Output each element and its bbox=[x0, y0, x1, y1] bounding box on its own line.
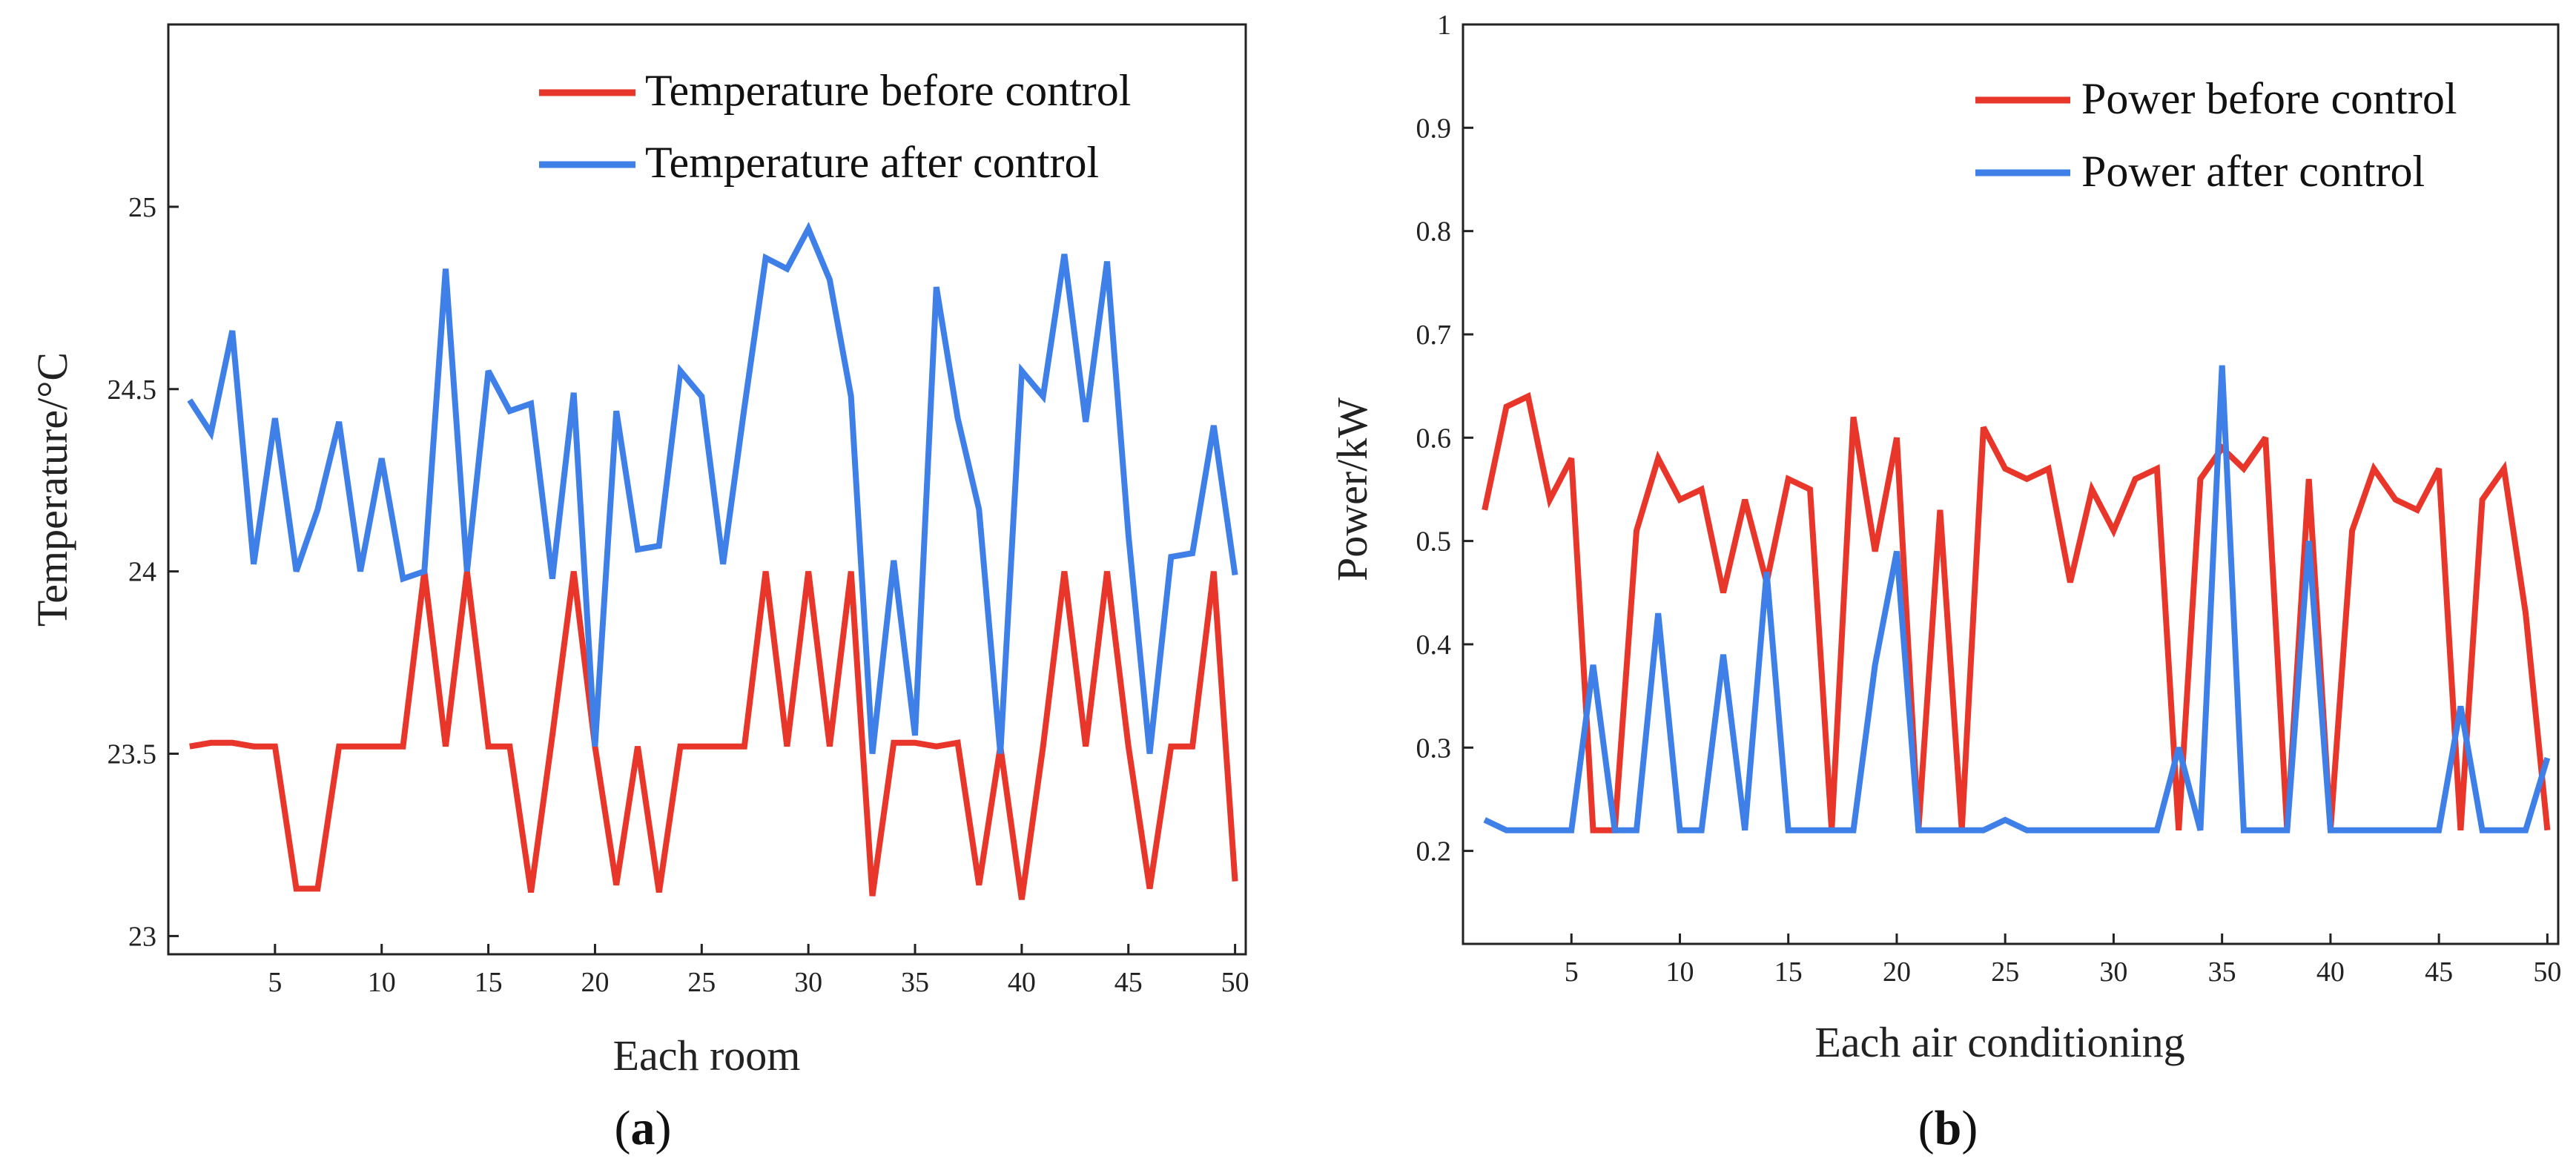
x-tick-label-b: 35 bbox=[2208, 956, 2236, 988]
x-tick-label-a: 35 bbox=[901, 967, 929, 998]
panel-label-a-open: ( bbox=[615, 1101, 631, 1155]
x-tick-label-b: 20 bbox=[1883, 956, 1911, 988]
legend-label-power-after: Power after control bbox=[2081, 147, 2425, 196]
legend-a: Temperature before control Temperature a… bbox=[539, 66, 1131, 187]
series-lines-a bbox=[187, 222, 1238, 900]
y-tick-label-b: 0.4 bbox=[1416, 630, 1452, 661]
y-tick-label-b: 0.3 bbox=[1416, 733, 1452, 764]
chart-panel-a: 5 10 15 20 25 30 35 40 45 50 23 23.5 24 24.5 25 Tempe… bbox=[28, 23, 1249, 1155]
legend-label-temp-after: Temperature after control bbox=[645, 138, 1099, 187]
plot-area-a bbox=[167, 23, 1247, 956]
y-tick-label-b: 0.7 bbox=[1416, 320, 1452, 351]
panel-label-a-close: ) bbox=[655, 1101, 672, 1155]
x-tick-label-a: 20 bbox=[581, 967, 609, 998]
x-tick-label-a: 30 bbox=[794, 967, 822, 998]
x-tick-label-b: 30 bbox=[2099, 956, 2127, 988]
y-axis-label-a: Temperature/°C bbox=[28, 352, 76, 627]
series-line-a-before bbox=[189, 571, 1238, 900]
legend-label-power-before: Power before control bbox=[2081, 74, 2457, 123]
series-lines-b bbox=[1482, 365, 2551, 833]
x-tick-label-b: 50 bbox=[2533, 956, 2561, 988]
x-tick-label-a: 25 bbox=[687, 967, 716, 998]
y-axis-label-b: Power/kW bbox=[1328, 397, 1376, 581]
y-tick-label-b: 0.8 bbox=[1416, 217, 1452, 248]
x-tick-label-b: 40 bbox=[2316, 956, 2345, 988]
x-axis-label-b: Each air conditioning bbox=[1814, 1018, 2184, 1066]
x-tick-label-b: 45 bbox=[2425, 956, 2453, 988]
panel-label-b-close: ) bbox=[1961, 1101, 1978, 1155]
x-ticks-b: 5 10 15 20 25 30 35 40 45 50 bbox=[1565, 934, 2561, 988]
series-line-b-before bbox=[1482, 391, 2551, 833]
panel-label-a: (a) bbox=[615, 1101, 672, 1155]
y-ticks-b: 0.2 0.3 0.4 0.5 0.6 0.7 0.8 0.9 1 bbox=[1416, 10, 1473, 868]
y-tick-label-a: 25 bbox=[128, 192, 156, 223]
panel-label-b-open: ( bbox=[1918, 1101, 1935, 1155]
series-line-a-after bbox=[187, 222, 1238, 754]
y-tick-label-a: 23 bbox=[128, 921, 156, 952]
plot-area-b bbox=[1462, 23, 2560, 945]
y-tick-label-a: 24.5 bbox=[108, 374, 157, 406]
y-tick-label-a: 24 bbox=[128, 557, 156, 588]
legend-label-temp-before: Temperature before control bbox=[645, 66, 1131, 115]
panel-label-b-letter: b bbox=[1935, 1101, 1962, 1155]
x-ticks-a: 5 10 15 20 25 30 35 40 45 50 bbox=[268, 944, 1249, 998]
x-axis-label-a: Each room bbox=[613, 1031, 801, 1080]
chart-panel-b: 5 10 15 20 25 30 35 40 45 50 0.20.30.40.50.60.70.… bbox=[1328, 10, 2561, 1155]
x-tick-label-a: 5 bbox=[268, 967, 282, 998]
x-tick-label-b: 10 bbox=[1665, 956, 1694, 988]
y-ticks-a: 23 23.5 24 24.5 25 bbox=[108, 192, 179, 952]
x-tick-label-a: 40 bbox=[1008, 967, 1036, 998]
x-tick-label-a: 45 bbox=[1114, 967, 1143, 998]
y-tick-label-b: 0.5 bbox=[1416, 526, 1452, 558]
x-tick-label-b: 25 bbox=[1991, 956, 2019, 988]
y-tick-label-b: 0.2 bbox=[1416, 836, 1452, 868]
y-tick-label-b: 1 bbox=[1437, 10, 1451, 41]
x-tick-label-a: 15 bbox=[475, 967, 503, 998]
y-tick-label-a: 23.5 bbox=[108, 739, 157, 770]
series-line-b-after bbox=[1483, 365, 2551, 833]
x-tick-label-a: 50 bbox=[1221, 967, 1249, 998]
y-tick-label-b: 0.9 bbox=[1416, 113, 1452, 144]
panel-label-a-letter: a bbox=[631, 1101, 655, 1155]
x-tick-label-b: 15 bbox=[1774, 956, 1803, 988]
panel-label-b: (b) bbox=[1918, 1101, 1978, 1155]
x-tick-label-a: 10 bbox=[368, 967, 396, 998]
legend-b: Power before control Power after control bbox=[1975, 74, 2457, 196]
y-tick-label-b: 0.6 bbox=[1416, 423, 1452, 454]
x-tick-label-b: 5 bbox=[1565, 956, 1579, 988]
